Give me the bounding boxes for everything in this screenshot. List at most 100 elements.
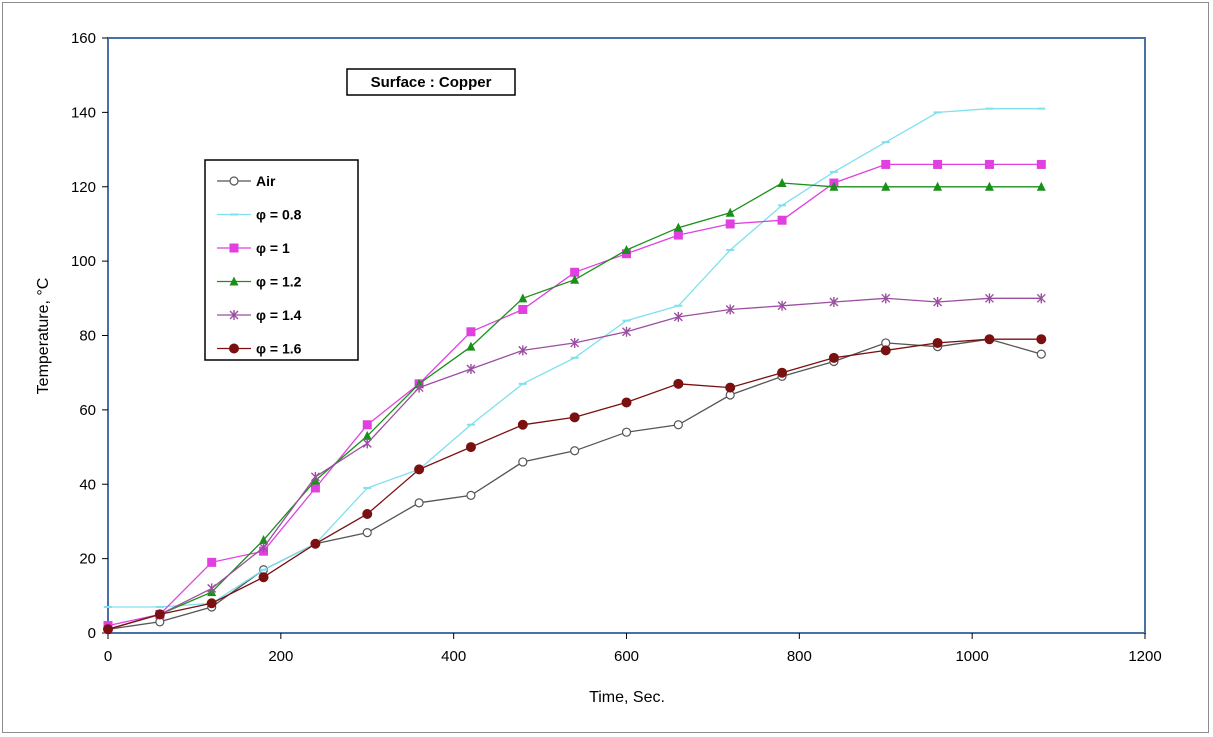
data-point: [229, 310, 239, 320]
data-point: [621, 397, 632, 408]
data-point: [984, 181, 994, 191]
data-point: [570, 274, 580, 284]
data-point: [362, 438, 372, 449]
data-point: [984, 293, 994, 304]
x-tick-label: 200: [268, 648, 293, 665]
x-tick-label: 1000: [955, 648, 988, 665]
data-point: [829, 181, 839, 191]
x-tick-label: 600: [614, 648, 639, 665]
data-point: [1036, 293, 1046, 304]
data-point: [673, 230, 683, 240]
data-point: [984, 159, 994, 169]
y-axis-label: Temperature, °C: [35, 278, 52, 395]
data-point: [466, 327, 476, 337]
y-tick-label: 160: [71, 30, 96, 47]
legend-label: φ = 1.4: [256, 307, 302, 323]
x-tick-label: 0: [104, 648, 112, 665]
data-point: [310, 538, 321, 549]
y-tick-label: 120: [71, 179, 96, 196]
data-point: [518, 304, 528, 314]
data-point: [622, 326, 631, 337]
data-point: [777, 215, 787, 225]
data-point: [933, 159, 943, 169]
y-tick-label: 0: [88, 625, 96, 642]
data-point: [673, 378, 684, 389]
data-point: [673, 311, 683, 322]
legend-entry: Air: [217, 173, 276, 189]
data-point: [570, 446, 580, 456]
data-point: [154, 609, 165, 620]
data-point: [1036, 181, 1046, 191]
data-point: [933, 181, 943, 191]
data-point: [777, 300, 787, 311]
data-point: [777, 367, 788, 378]
x-tick-label: 1200: [1128, 648, 1161, 665]
series-layer: [103, 107, 1047, 635]
data-point: [621, 427, 632, 437]
data-point: [466, 363, 476, 374]
data-point: [466, 341, 476, 351]
legend-entry: φ = 1.4: [217, 307, 302, 323]
series-0-8: [104, 107, 1046, 608]
data-point: [570, 267, 580, 277]
x-tick-label: 800: [787, 648, 812, 665]
legend-entry: φ = 1: [217, 240, 290, 256]
y-tick-label: 140: [71, 104, 96, 121]
data-point: [829, 297, 839, 308]
data-point: [362, 527, 372, 538]
axis-ticks: 0 200 400 600 800 1000 1200 0 20 40 60 80 100 120 140 1…: [71, 30, 1162, 665]
data-point: [984, 334, 995, 345]
data-point: [673, 222, 683, 232]
data-point: [518, 457, 528, 467]
legend-entry: φ = 1.6: [217, 341, 302, 357]
data-point: [881, 159, 891, 169]
data-point: [466, 490, 476, 501]
y-tick-label: 80: [79, 328, 96, 345]
y-tick-label: 40: [79, 476, 96, 493]
data-point: [569, 412, 580, 423]
data-point: [880, 345, 891, 356]
y-tick-label: 20: [79, 551, 96, 568]
legend-label: Air: [256, 173, 276, 189]
series-1-2: [103, 178, 1046, 634]
data-point: [414, 498, 424, 508]
legend-entry: φ = 1.2: [217, 274, 302, 290]
legend-entry: φ = 0.8: [217, 207, 302, 223]
legend-label: φ = 0.8: [256, 207, 302, 223]
data-point: [881, 293, 891, 304]
data-point: [465, 442, 476, 453]
data-point: [1036, 159, 1046, 169]
data-point: [725, 219, 735, 229]
data-point: [207, 557, 217, 567]
data-point: [310, 471, 320, 482]
chart-title: Surface : Copper: [371, 74, 492, 91]
data-point: [932, 337, 943, 348]
data-point: [414, 464, 425, 475]
data-point: [259, 535, 269, 545]
chart-title-box: Surface : Copper: [346, 68, 516, 96]
series-1-6: [103, 334, 1047, 635]
data-point: [362, 509, 373, 519]
data-point: [622, 244, 631, 254]
data-point: [570, 337, 580, 348]
series-1-4: [103, 293, 1046, 635]
data-point: [933, 297, 943, 308]
y-tick-label: 60: [79, 402, 96, 419]
data-point: [259, 542, 269, 553]
data-point: [881, 181, 891, 191]
data-point: [414, 382, 424, 393]
data-point: [229, 343, 239, 354]
data-point: [725, 382, 736, 393]
data-point: [1036, 349, 1046, 359]
data-point: [1036, 334, 1047, 345]
x-axis-label: Time, Sec.: [589, 689, 665, 706]
data-point: [362, 420, 372, 430]
data-point: [673, 420, 683, 430]
data-point: [362, 430, 372, 440]
legend-label: φ = 1.2: [256, 274, 302, 290]
legend: Air φ = 0.8 φ = 1 φ = 1.2 φ = 1.4 φ = 1.6: [204, 159, 359, 361]
data-point: [518, 345, 528, 356]
data-point: [229, 176, 239, 186]
y-tick-label: 100: [71, 253, 96, 270]
